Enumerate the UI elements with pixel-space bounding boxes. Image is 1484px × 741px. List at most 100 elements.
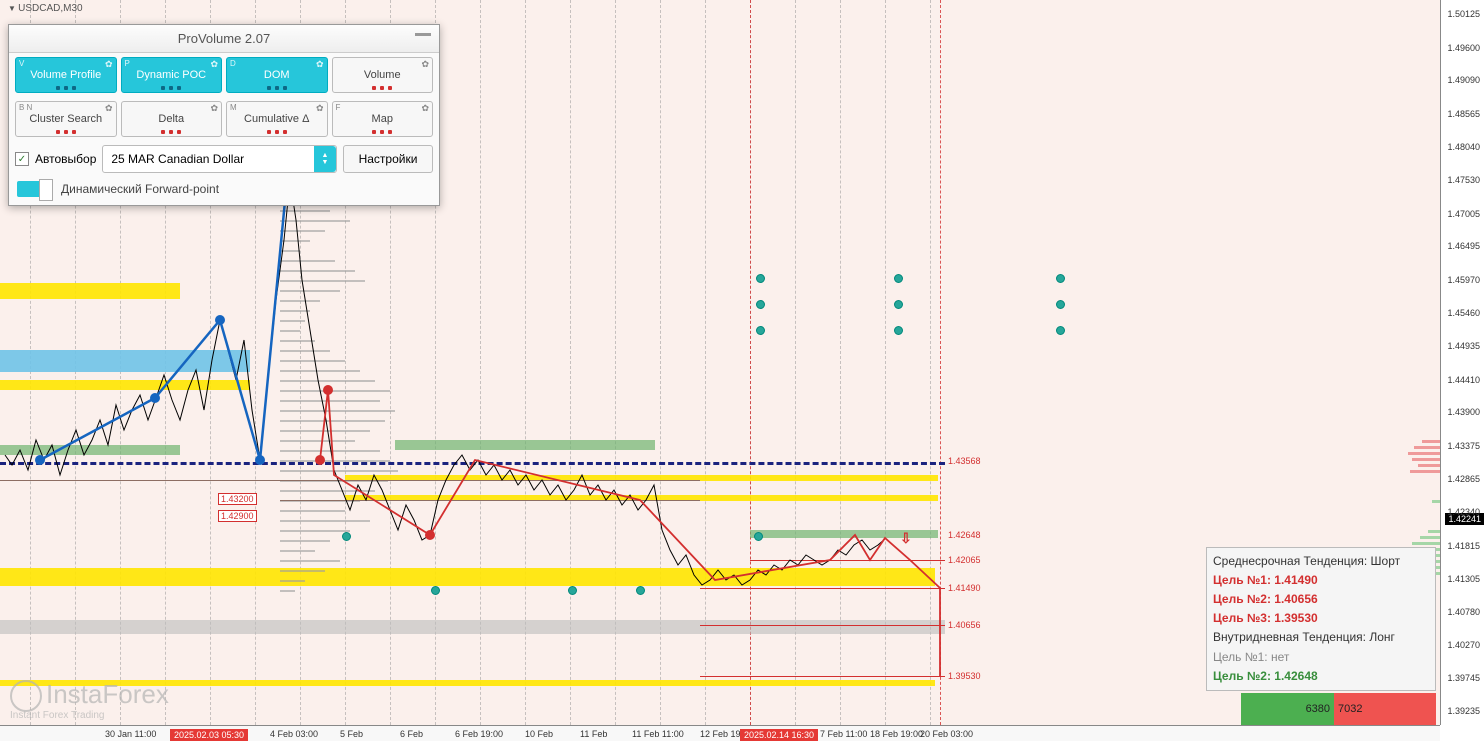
price-tick: 1.39235 [1447, 706, 1480, 716]
price-tick: 1.45970 [1447, 275, 1480, 285]
price-label: 1.43200 [218, 493, 257, 505]
autoselect-checkbox[interactable]: ✓ [15, 152, 29, 166]
price-label: 1.42648 [948, 530, 981, 540]
marker-dot [894, 300, 903, 309]
forward-point-label: Динамический Forward-point [61, 182, 219, 196]
marker-dot [756, 274, 765, 283]
price-tick: 1.45460 [1447, 308, 1480, 318]
price-tick: 1.49600 [1447, 43, 1480, 53]
panel-btn-dynamic-poc[interactable]: P✿Dynamic POC [121, 57, 223, 93]
sell-arrow-icon: ⇩ [900, 530, 912, 547]
time-tick: 20 Feb 03:00 [920, 729, 973, 739]
forward-point-toggle[interactable] [17, 181, 53, 197]
price-label: 1.42900 [218, 510, 257, 522]
vp-bar [1414, 446, 1440, 449]
price-tick: 1.44935 [1447, 341, 1480, 351]
vp-bar [1420, 536, 1440, 539]
time-tick: 7 Feb 11:00 [820, 729, 867, 739]
price-tick: 1.49090 [1447, 75, 1480, 85]
price-tick: 1.47005 [1447, 209, 1480, 219]
price-tick: 1.42340 [1447, 507, 1480, 517]
marker-dot [894, 274, 903, 283]
vp-bar [1412, 542, 1440, 545]
panel-btn-cumulative-δ[interactable]: M✿Cumulative Δ [226, 101, 328, 137]
provolume-panel[interactable]: ProVolume 2.07 V✿Volume ProfileP✿Dynamic… [8, 24, 440, 206]
select-carets-icon[interactable]: ▲▼ [314, 146, 336, 172]
intra-target-1: Цель №1: нет [1213, 648, 1429, 667]
price-axis: 1.42241 1.501251.496001.490901.485651.48… [1440, 0, 1484, 725]
panel-title[interactable]: ProVolume 2.07 [9, 25, 439, 53]
vp-bar [1408, 452, 1440, 455]
instrument-select[interactable]: 25 MAR Canadian Dollar ▲▼ [102, 145, 337, 173]
time-tick: 18 Feb 19:00 [870, 729, 923, 739]
marker-dot [894, 326, 903, 335]
instrument-value: 25 MAR Canadian Dollar [111, 152, 244, 166]
zigzag-vertex [323, 385, 333, 395]
panel-btn-volume[interactable]: ✿Volume [332, 57, 434, 93]
buy-volume: 6380 [1241, 693, 1334, 725]
marker-dot [754, 532, 763, 541]
intra-target-2: Цель №2: 1.42648 [1213, 667, 1429, 686]
watermark-brand: InstaForex [46, 679, 169, 709]
panel-btn-delta[interactable]: ✿Delta [121, 101, 223, 137]
marker-dot [1056, 274, 1065, 283]
vp-bar [1412, 458, 1440, 461]
price-label: 1.41490 [948, 583, 981, 593]
price-tick: 1.47530 [1447, 175, 1480, 185]
price-label: 1.43568 [948, 456, 981, 466]
price-tick: 1.40780 [1447, 607, 1480, 617]
zigzag-vertex [150, 393, 160, 403]
price-tick: 1.42865 [1447, 474, 1480, 484]
price-label: 1.39530 [948, 671, 981, 681]
time-tick: 6 Feb [400, 729, 423, 739]
time-tick: 6 Feb 19:00 [455, 729, 503, 739]
marker-dot [431, 586, 440, 595]
settings-button[interactable]: Настройки [343, 145, 433, 173]
time-highlight: 2025.02.14 16:30 [740, 729, 818, 741]
watermark: InstaForex Instant Forex Trading [10, 679, 169, 721]
autoselect-label: Автовыбор [35, 152, 96, 166]
globe-icon [10, 680, 42, 712]
marker-dot [636, 586, 645, 595]
panel-btn-dom[interactable]: D✿DOM [226, 57, 328, 93]
target-3: Цель №3: 1.39530 [1213, 609, 1429, 628]
price-tick: 1.46495 [1447, 241, 1480, 251]
marker-dot [756, 300, 765, 309]
minimize-icon[interactable] [415, 33, 431, 36]
price-label: 1.40656 [948, 620, 981, 630]
intraday-trend-title: Внутридневная Тенденция: Лонг [1213, 628, 1429, 647]
price-tick: 1.44410 [1447, 375, 1480, 385]
chart-container: USDCAD,M30 ⇩ 1.43200 1.42900 1.43568 1.426… [0, 0, 1484, 741]
time-tick: 4 Feb 03:00 [270, 729, 318, 739]
vp-bar [1410, 470, 1440, 473]
marker-dot [756, 326, 765, 335]
vp-bar [1418, 464, 1440, 467]
marker-dot [568, 586, 577, 595]
price-tick: 1.41815 [1447, 541, 1480, 551]
vp-bar [1428, 530, 1440, 533]
medium-trend-title: Среднесрочная Тенденция: Шорт [1213, 552, 1429, 571]
panel-btn-cluster-search[interactable]: B N✿Cluster Search [15, 101, 117, 137]
time-tick: 30 Jan 11:00 [105, 729, 156, 739]
tendency-panel: Среднесрочная Тенденция: Шорт Цель №1: 1… [1206, 547, 1436, 691]
price-tick: 1.40270 [1447, 640, 1480, 650]
price-tick: 1.48565 [1447, 109, 1480, 119]
time-axis: 30 Jan 11:004 Feb 03:005 Feb6 Feb6 Feb 1… [0, 725, 1440, 741]
time-tick: 11 Feb [580, 729, 607, 739]
vp-bar [1422, 440, 1440, 443]
price-tick: 1.48040 [1447, 142, 1480, 152]
symbol-selector[interactable]: USDCAD,M30 [8, 3, 83, 14]
time-tick: 10 Feb [525, 729, 553, 739]
time-tick: 11 Feb 11:00 [632, 729, 684, 739]
price-tick: 1.50125 [1447, 9, 1480, 19]
panel-btn-map[interactable]: F✿Map [332, 101, 434, 137]
panel-btn-volume-profile[interactable]: V✿Volume Profile [15, 57, 117, 93]
target-2: Цель №2: 1.40656 [1213, 590, 1429, 609]
panel-title-text: ProVolume 2.07 [178, 31, 271, 46]
price-tick: 1.43900 [1447, 407, 1480, 417]
zigzag-vertex [425, 530, 435, 540]
zigzag-vertex [215, 315, 225, 325]
watermark-sub: Instant Forex Trading [10, 710, 169, 721]
marker-dot [1056, 326, 1065, 335]
price-tick: 1.43375 [1447, 441, 1480, 451]
